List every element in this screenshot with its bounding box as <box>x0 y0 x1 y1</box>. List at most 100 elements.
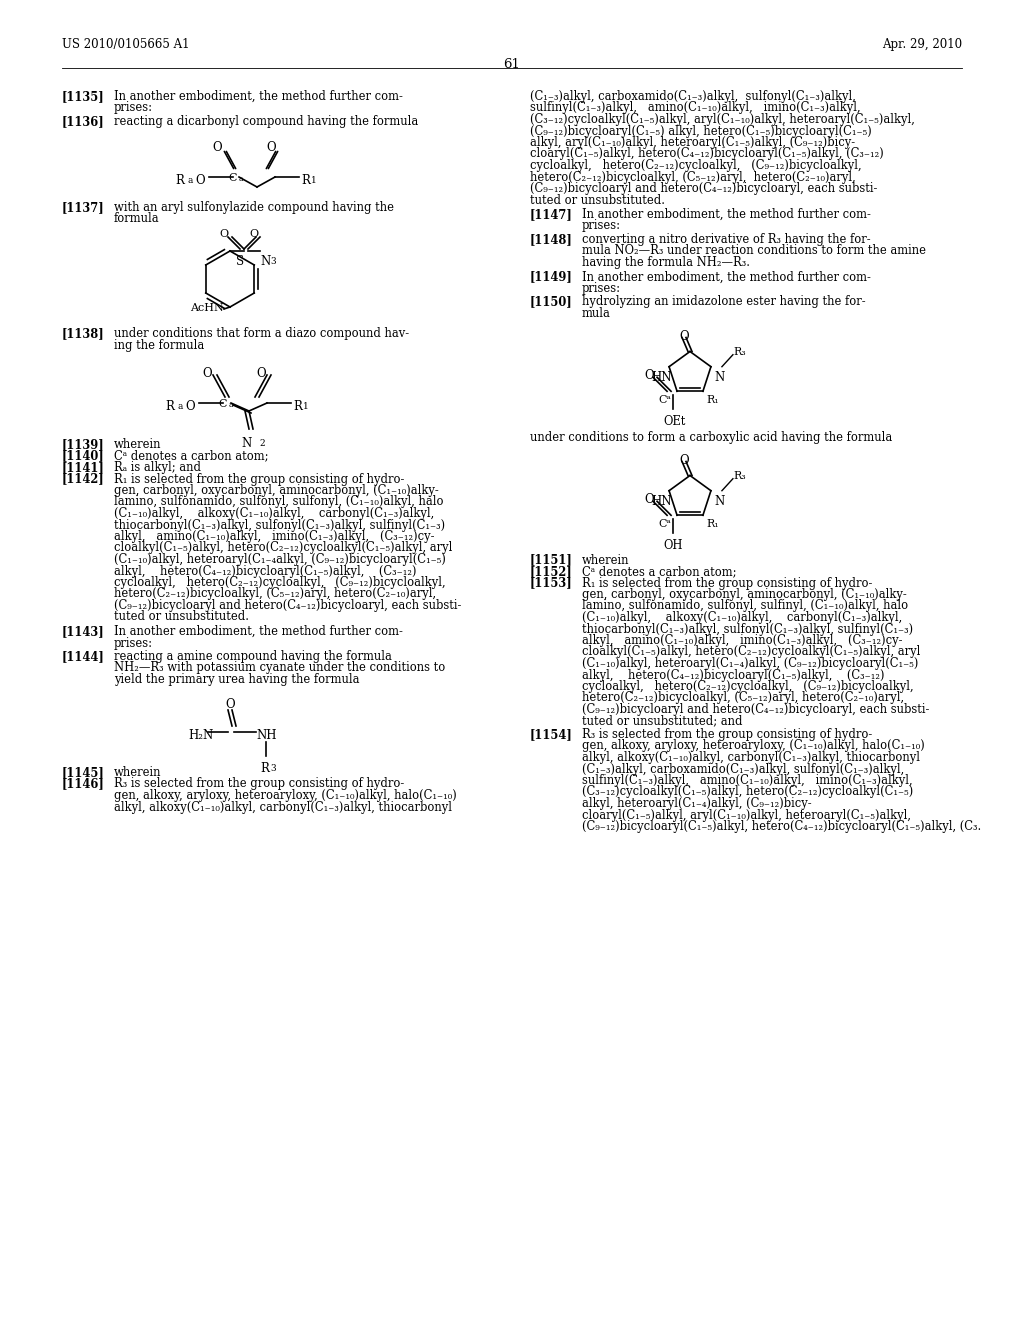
Text: [1145]: [1145] <box>62 766 104 779</box>
Text: [1151]: [1151] <box>530 553 572 566</box>
Text: [1138]: [1138] <box>62 327 104 341</box>
Text: R₃ is selected from the group consisting of hydro-: R₃ is selected from the group consisting… <box>114 777 404 791</box>
Text: cloaryl(C₁₋₅)alkyl, hetero(C₄₋₁₂)bicycloaryl(C₁₋₅)alkyl, (C₃₋₁₂): cloaryl(C₁₋₅)alkyl, hetero(C₄₋₁₂)bicyclo… <box>530 148 884 161</box>
Text: 2: 2 <box>259 440 264 447</box>
Text: ing the formula: ing the formula <box>114 338 204 351</box>
Text: R₃: R₃ <box>733 471 745 480</box>
Text: alkyl, alkoxy(C₁₋₁₀)alkyl, carbonyl(C₁₋₃)alkyl, thiocarbonyl: alkyl, alkoxy(C₁₋₁₀)alkyl, carbonyl(C₁₋₃… <box>582 751 920 764</box>
Text: mula: mula <box>582 308 611 319</box>
Text: tuted or unsubstituted.: tuted or unsubstituted. <box>530 194 665 206</box>
Text: hetero(C₂₋₁₂)bicycloalkyl, (C₅₋₁₂)aryl, hetero(C₂₋₁₀)aryl,: hetero(C₂₋₁₂)bicycloalkyl, (C₅₋₁₂)aryl, … <box>582 692 904 705</box>
Text: (C₉₋₁₂)bicycloaryl(C₁₋₅) alkyl, hetero(C₁₋₅)bicycloaryl(C₁₋₅): (C₉₋₁₂)bicycloaryl(C₁₋₅) alkyl, hetero(C… <box>530 124 871 137</box>
Text: (C₃₋₁₂)cycloalkyl(C₁₋₅)alkyl, hetero(C₂₋₁₂)cycloalkyl(C₁₋₅): (C₃₋₁₂)cycloalkyl(C₁₋₅)alkyl, hetero(C₂₋… <box>582 785 913 799</box>
Text: HN: HN <box>651 371 672 384</box>
Text: alkyl,   amino(C₁₋₁₀)alkyl,   imino(C₁₋₃)alkyl,   (C₃₋₁₂)cy-: alkyl, amino(C₁₋₁₀)alkyl, imino(C₁₋₃)alk… <box>114 531 434 543</box>
Text: hydrolyzing an imidazolone ester having the for-: hydrolyzing an imidazolone ester having … <box>582 296 865 309</box>
Text: prises:: prises: <box>582 282 621 294</box>
Text: having the formula NH₂—R₃.: having the formula NH₂—R₃. <box>582 256 750 269</box>
Text: (C₁₋₁₀)alkyl, heteroaryl(C₁₋₄)alkyl, (C₉₋₁₂)bicycloaryl(C₁₋₅): (C₁₋₁₀)alkyl, heteroaryl(C₁₋₄)alkyl, (C₉… <box>582 657 919 671</box>
Text: lamino, sulfonamido, sulfonyl, sulfinyl, (C₁₋₁₀)alkyl, halo: lamino, sulfonamido, sulfonyl, sulfinyl,… <box>582 599 908 612</box>
Text: 1: 1 <box>311 176 316 185</box>
Text: R: R <box>293 400 302 413</box>
Text: AcHN: AcHN <box>190 304 224 313</box>
Text: O: O <box>679 454 689 466</box>
Text: hetero(C₂₋₁₂)bicycloalkyl, (C₅₋₁₂)aryl,  hetero(C₂₋₁₀)aryl,: hetero(C₂₋₁₂)bicycloalkyl, (C₅₋₁₂)aryl, … <box>530 170 856 183</box>
Text: wherein: wherein <box>582 553 630 566</box>
Text: with an aryl sulfonylazide compound having the: with an aryl sulfonylazide compound havi… <box>114 201 394 214</box>
Text: US 2010/0105665 A1: US 2010/0105665 A1 <box>62 38 189 51</box>
Text: R: R <box>301 174 310 187</box>
Text: (C₉₋₁₂)bicycloaryl and hetero(C₄₋₁₂)bicycloaryl, each substi-: (C₉₋₁₂)bicycloaryl and hetero(C₄₋₁₂)bicy… <box>530 182 878 195</box>
Text: tuted or unsubstituted; and: tuted or unsubstituted; and <box>582 714 742 727</box>
Text: O: O <box>202 367 212 380</box>
Text: cloalkyl(C₁₋₅)alkyl, hetero(C₂₋₁₂)cycloalkyl(C₁₋₅)alkyl, aryl: cloalkyl(C₁₋₅)alkyl, hetero(C₂₋₁₂)cycloa… <box>114 541 453 554</box>
Text: O: O <box>256 367 266 380</box>
Text: (C₉₋₁₂)bicycloaryl and hetero(C₄₋₁₂)bicycloaryl, each substi-: (C₉₋₁₂)bicycloaryl and hetero(C₄₋₁₂)bicy… <box>114 599 462 612</box>
Text: R₃: R₃ <box>733 347 745 356</box>
Text: tuted or unsubstituted.: tuted or unsubstituted. <box>114 610 249 623</box>
Text: [1149]: [1149] <box>530 271 572 284</box>
Text: prises:: prises: <box>582 219 621 232</box>
Text: (C₁₋₁₀)alkyl,    alkoxy(C₁₋₁₀)alkyl,    carbonyl(C₁₋₃)alkyl,: (C₁₋₁₀)alkyl, alkoxy(C₁₋₁₀)alkyl, carbon… <box>114 507 434 520</box>
Text: Cᵃ denotes a carbon atom;: Cᵃ denotes a carbon atom; <box>582 565 736 578</box>
Text: gen, carbonyl, oxycarbonyl, aminocarbonyl, (C₁₋₁₀)alky-: gen, carbonyl, oxycarbonyl, aminocarbony… <box>582 587 906 601</box>
Text: O: O <box>212 141 222 154</box>
Text: [1152]: [1152] <box>530 565 572 578</box>
Text: cloalkyl(C₁₋₅)alkyl, hetero(C₂₋₁₂)cycloalkyl(C₁₋₅)alkyl, aryl: cloalkyl(C₁₋₅)alkyl, hetero(C₂₋₁₂)cycloa… <box>582 645 921 659</box>
Text: [1142]: [1142] <box>62 473 104 486</box>
Text: sulfinyl(C₁₋₃)alkyl,   amino(C₁₋₁₀)alkyl,   imino(C₁₋₃)alkyl,: sulfinyl(C₁₋₃)alkyl, amino(C₁₋₁₀)alkyl, … <box>530 102 860 115</box>
Text: [1147]: [1147] <box>530 209 572 220</box>
Text: (C₉₋₁₂)bicycloaryl and hetero(C₄₋₁₂)bicycloaryl, each substi-: (C₉₋₁₂)bicycloaryl and hetero(C₄₋₁₂)bicy… <box>582 704 930 715</box>
Text: R: R <box>260 762 269 775</box>
Text: hetero(C₂₋₁₂)bicycloalkyl, (C₅₋₁₂)aryl, hetero(C₂₋₁₀)aryl,: hetero(C₂₋₁₂)bicycloalkyl, (C₅₋₁₂)aryl, … <box>114 587 436 601</box>
Text: Apr. 29, 2010: Apr. 29, 2010 <box>882 38 962 51</box>
Text: 3: 3 <box>270 764 275 774</box>
Text: Cᵃ: Cᵃ <box>658 395 672 405</box>
Text: C: C <box>219 399 227 409</box>
Text: cycloalkyl,   hetero(C₂₋₁₂)cycloalkyl,   (C₉₋₁₂)bicycloalkyl,: cycloalkyl, hetero(C₂₋₁₂)cycloalkyl, (C₉… <box>530 158 861 172</box>
Text: formula: formula <box>114 213 160 226</box>
Text: [1153]: [1153] <box>530 577 572 590</box>
Text: gen, alkoxy, aryloxy, heteroaryloxy, (C₁₋₁₀)alkyl, halo(C₁₋₁₀): gen, alkoxy, aryloxy, heteroaryloxy, (C₁… <box>114 789 457 803</box>
Text: R₃ is selected from the group consisting of hydro-: R₃ is selected from the group consisting… <box>582 729 872 741</box>
Text: reacting a amine compound having the formula: reacting a amine compound having the for… <box>114 649 392 663</box>
Text: In another embodiment, the method further com-: In another embodiment, the method furthe… <box>114 624 402 638</box>
Text: N: N <box>714 371 724 384</box>
Text: thiocarbonyl(C₁₋₃)alkyl, sulfonyl(C₁₋₃)alkyl, sulfinyl(C₁₋₃): thiocarbonyl(C₁₋₃)alkyl, sulfonyl(C₁₋₃)a… <box>582 623 913 635</box>
Text: a: a <box>177 403 182 411</box>
Text: O: O <box>225 698 234 711</box>
Text: R₁ is selected from the group consisting of hydro-: R₁ is selected from the group consisting… <box>582 577 872 590</box>
Text: gen, alkoxy, aryloxy, heteroaryloxy, (C₁₋₁₀)alkyl, halo(C₁₋₁₀): gen, alkoxy, aryloxy, heteroaryloxy, (C₁… <box>582 739 925 752</box>
Text: N: N <box>260 255 270 268</box>
Text: O: O <box>185 400 195 413</box>
Text: O: O <box>679 330 689 342</box>
Text: [1139]: [1139] <box>62 438 104 451</box>
Text: H₂N: H₂N <box>188 729 213 742</box>
Text: Cᵃ denotes a carbon atom;: Cᵃ denotes a carbon atom; <box>114 450 268 462</box>
Text: prises:: prises: <box>114 636 153 649</box>
Text: a: a <box>239 176 244 183</box>
Text: R₁: R₁ <box>706 519 719 529</box>
Text: [1148]: [1148] <box>530 234 572 246</box>
Text: HN: HN <box>651 495 672 508</box>
Text: alkyl, alkoxy(C₁₋₁₀)alkyl, carbonyl(C₁₋₃)alkyl, thiocarbonyl: alkyl, alkoxy(C₁₋₁₀)alkyl, carbonyl(C₁₋₃… <box>114 800 452 813</box>
Text: [1140]: [1140] <box>62 450 104 462</box>
Text: [1135]: [1135] <box>62 90 104 103</box>
Text: (C₁₋₃)alkyl, carboxamido(C₁₋₃)alkyl, sulfonyl(C₁₋₃)alkyl,: (C₁₋₃)alkyl, carboxamido(C₁₋₃)alkyl, sul… <box>582 763 904 776</box>
Text: R₁ is selected from the group consisting of hydro-: R₁ is selected from the group consisting… <box>114 473 404 486</box>
Text: OH: OH <box>664 540 683 552</box>
Text: O: O <box>644 494 654 507</box>
Text: mula NO₂—R₃ under reaction conditions to form the amine: mula NO₂—R₃ under reaction conditions to… <box>582 244 926 257</box>
Text: alkyl,    hetero(C₄₋₁₂)bicycloaryl(C₁₋₅)alkyl,    (C₃₋₁₂): alkyl, hetero(C₄₋₁₂)bicycloaryl(C₁₋₅)alk… <box>114 565 417 578</box>
Text: [1141]: [1141] <box>62 461 104 474</box>
Text: (C₃₋₁₂)cycloalkyl(C₁₋₅)alkyl, aryl(C₁₋₁₀)alkyl, heteroaryl(C₁₋₅)alkyl,: (C₃₋₁₂)cycloalkyl(C₁₋₅)alkyl, aryl(C₁₋₁₀… <box>530 114 914 125</box>
Text: cloaryl(C₁₋₅)alkyl, aryl(C₁₋₁₀)alkyl, heteroaryl(C₁₋₅)alkyl,: cloaryl(C₁₋₅)alkyl, aryl(C₁₋₁₀)alkyl, he… <box>582 808 911 821</box>
Text: 61: 61 <box>504 58 520 71</box>
Text: In another embodiment, the method further com-: In another embodiment, the method furthe… <box>114 90 402 103</box>
Text: cycloalkyl,   hetero(C₂₋₁₂)cycloalkyl,   (C₉₋₁₂)bicycloalkyl,: cycloalkyl, hetero(C₂₋₁₂)cycloalkyl, (C₉… <box>114 576 445 589</box>
Text: alkyl, heteroaryl(C₁₋₄)alkyl, (C₉₋₁₂)bicy-: alkyl, heteroaryl(C₁₋₄)alkyl, (C₉₋₁₂)bic… <box>582 797 812 810</box>
Text: O: O <box>195 174 205 187</box>
Text: under conditions that form a diazo compound hav-: under conditions that form a diazo compo… <box>114 327 410 341</box>
Text: O: O <box>644 370 654 383</box>
Text: N: N <box>242 437 252 450</box>
